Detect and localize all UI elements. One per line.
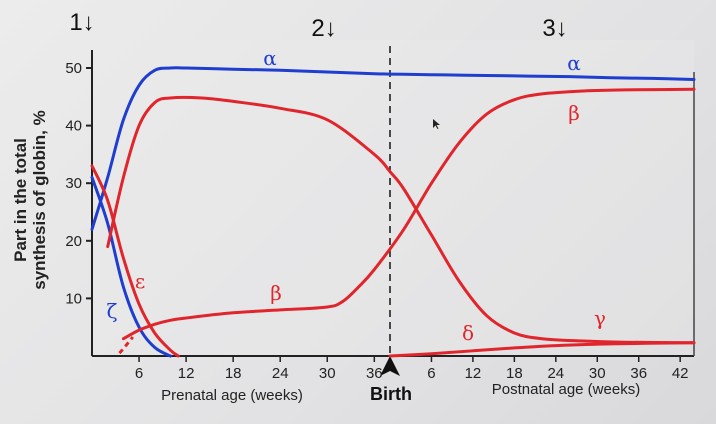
x-tick-label: 36	[630, 365, 647, 382]
x-tick-label: 18	[506, 365, 523, 382]
prenatal-axis-title: Prenatal age (weeks)	[161, 387, 303, 404]
x-tick-label: 30	[589, 365, 606, 382]
label-epsilon: ε	[135, 269, 145, 293]
label-alpha-postnatal: α	[567, 51, 581, 75]
birth-arrow-icon	[380, 356, 400, 376]
label-zeta: ζ	[107, 299, 118, 323]
x-tick-label: 24	[272, 365, 289, 382]
y-tick-label: 30	[65, 175, 82, 192]
plot-area	[92, 40, 694, 356]
series-line-alpha	[90, 66, 696, 231]
x-tick-label: 24	[547, 365, 564, 382]
x-ticks: 6 12 18 24 30 36 6 12 18 24 30 36 42	[135, 356, 689, 382]
label-gamma: γ	[594, 306, 606, 330]
label-beta-prenatal: β	[270, 281, 282, 305]
phase-marker-2: 2↓	[311, 15, 336, 42]
y-tick-label: 20	[65, 233, 82, 250]
x-tick-label: 42	[672, 365, 689, 382]
x-tick-label: 6	[135, 365, 143, 382]
y-axis-title-line2: synthesis of globin, %	[30, 110, 49, 289]
series-layer	[90, 66, 696, 358]
y-tick-label: 10	[65, 290, 82, 307]
x-tick-label: 12	[465, 365, 482, 382]
postnatal-axis-title: Postnatal age (weeks)	[492, 381, 640, 398]
x-tick-label: 12	[178, 365, 195, 382]
x-tick-label: 18	[225, 365, 242, 382]
series-line-delta	[388, 341, 696, 358]
birth-label: Birth	[370, 384, 412, 404]
y-axis-title-line1: Part in the total	[11, 138, 30, 262]
phase-marker-3: 3↓	[542, 15, 567, 42]
x-tick-label: 36	[366, 365, 383, 382]
series-line-beta	[121, 87, 696, 341]
x-tick-label: 30	[319, 365, 336, 382]
y-tick-label: 50	[65, 60, 82, 77]
series-line-beta-early-dashed	[118, 336, 134, 355]
phase-marker-1: 1↓	[69, 9, 94, 36]
series-line-gamma	[106, 95, 696, 345]
label-delta: δ	[462, 321, 474, 345]
label-beta-postnatal: β	[568, 101, 580, 125]
series-line-epsilon	[90, 164, 180, 358]
label-alpha-prenatal: α	[263, 46, 277, 70]
y-ticks: 10 20 30 40 50	[65, 60, 92, 307]
y-tick-label: 40	[65, 118, 82, 135]
cursor-icon	[433, 119, 440, 129]
series-line-zeta	[90, 175, 172, 358]
x-tick-label: 6	[427, 365, 435, 382]
